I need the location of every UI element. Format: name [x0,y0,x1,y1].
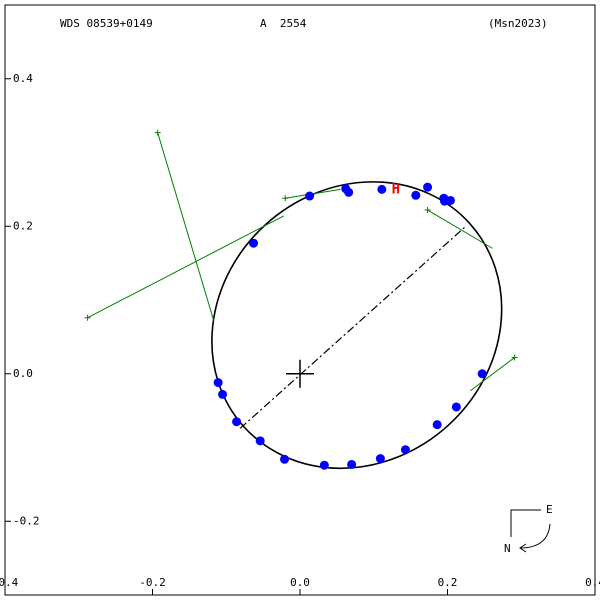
residual-marker [282,195,289,202]
observation-point [411,190,421,200]
residual-marker [154,129,161,136]
compass-east: E [546,503,553,516]
residual-line [87,215,285,319]
observation-point [400,445,410,455]
y-tick-label: 0.2 [13,219,33,232]
observation-point [319,460,329,470]
chart-subtitle: A 2554 [260,17,307,30]
observation-point [451,402,461,412]
compass-arrowhead [519,543,527,553]
observation-point [477,369,487,379]
observation-point [375,454,385,464]
chart-title: WDS 08539+0149 [60,17,153,30]
residual-marker [84,314,91,321]
observation-point [377,184,387,194]
observation-point [232,417,242,427]
orbit [211,181,503,470]
compass-north: N [504,542,511,555]
observation-point [423,182,433,192]
compass-arrow [519,523,551,549]
residual-marker [511,354,518,361]
observation-point [255,436,265,446]
observation-point [218,389,228,399]
observation-point [249,238,259,248]
x-tick-label: -0.4 [0,576,19,589]
residual-line [427,209,493,249]
primary-star [286,359,314,388]
x-tick-label: 0.0 [290,576,310,589]
line-of-apsides [239,225,468,429]
residual-line [157,132,215,321]
observation-point [305,191,315,201]
x-tick-label: 0.4 [585,576,600,589]
observation-point [445,195,455,205]
residual-marker [424,207,431,214]
compass-axes [510,509,541,537]
observation-point [344,187,354,197]
reference: (Msn2023) [488,17,548,30]
x-tick-label: -0.2 [139,576,166,589]
observation-point [280,454,290,464]
observation-point [347,459,357,469]
compass: E N [504,503,553,555]
marker-label: H [392,181,400,197]
x-tick-label: 0.2 [438,576,458,589]
y-tick-label: 0.0 [13,367,33,380]
observation-point [213,378,223,388]
residual-line [470,357,515,392]
observation-point [432,420,442,430]
y-tick-label: -0.2 [13,514,40,527]
y-tick-label: 0.4 [13,72,33,85]
